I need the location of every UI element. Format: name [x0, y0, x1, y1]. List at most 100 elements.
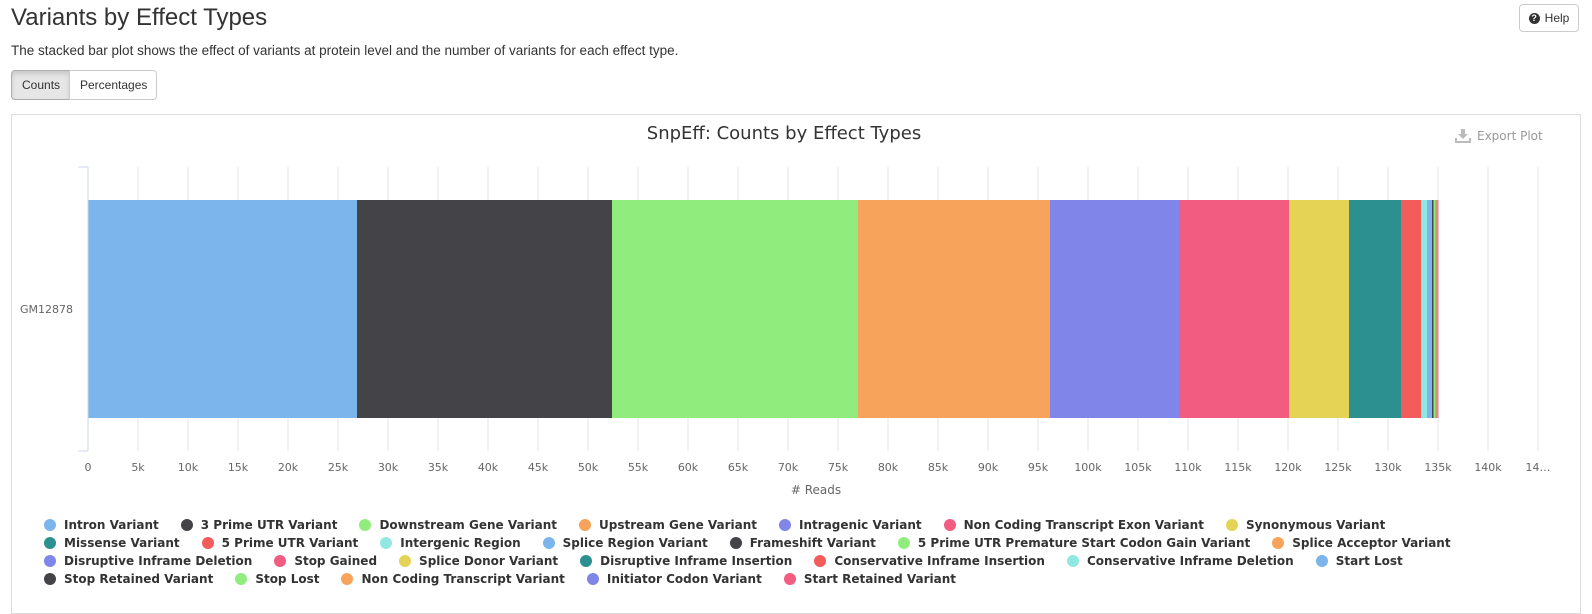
bar-segment[interactable]: [357, 200, 612, 418]
legend-swatch: [580, 554, 593, 567]
help-button[interactable]: ? Help: [1519, 4, 1579, 32]
download-icon: [1455, 129, 1471, 143]
export-plot-label: Export Plot: [1477, 129, 1543, 143]
legend-item[interactable]: 3 Prime UTR Variant: [180, 516, 337, 533]
legend-item[interactable]: Intergenic Region: [380, 534, 521, 551]
x-tick-label: 115k: [1224, 461, 1252, 474]
bar-segment[interactable]: [1435, 200, 1436, 418]
legend-swatch: [359, 518, 372, 531]
bar-segment[interactable]: [612, 200, 858, 418]
chart-legend: Intron Variant 3 Prime UTR Variant Downstr…: [44, 516, 1544, 587]
percentages-button[interactable]: Percentages: [69, 70, 157, 100]
legend-label: Intergenic Region: [400, 535, 521, 550]
legend-item[interactable]: Initiator Codon Variant: [586, 570, 762, 587]
bar-segment[interactable]: [1050, 200, 1179, 418]
legend-item[interactable]: Stop Lost: [235, 570, 319, 587]
x-tick-label: 30k: [378, 461, 399, 474]
x-tick-label: 95k: [1028, 461, 1049, 474]
legend-item[interactable]: Intragenic Variant: [779, 516, 922, 533]
axes: 0 5k 10k 15k 20k 25k 30k 35k 40k 45k 50k 55k 60k 65k 7…: [20, 166, 1551, 474]
x-tick-label: 55k: [628, 461, 649, 474]
legend-label: Stop Lost: [255, 571, 320, 586]
legend-item[interactable]: Downstream Gene Variant: [359, 516, 557, 533]
x-tick-label: 75k: [828, 461, 849, 474]
x-tick-label: 110k: [1174, 461, 1202, 474]
bar-segment[interactable]: [1432, 200, 1434, 418]
bar-segment[interactable]: [1421, 200, 1427, 418]
legend-label: Non Coding Transcript Variant: [361, 571, 565, 586]
bar-segment[interactable]: [858, 200, 1050, 418]
legend-label: Stop Retained Variant: [64, 571, 214, 586]
x-tick-label: 5k: [131, 461, 145, 474]
legend-item[interactable]: Non Coding Transcript Variant: [341, 570, 565, 587]
legend-item[interactable]: Splice Donor Variant: [399, 552, 558, 569]
legend-item[interactable]: Missense Variant: [44, 534, 180, 551]
page-title: Variants by Effect Types: [11, 4, 268, 31]
bar-segment[interactable]: [1349, 200, 1401, 418]
legend-item[interactable]: 5 Prime UTR Variant: [201, 534, 359, 551]
legend-item[interactable]: Synonymous Variant: [1225, 516, 1385, 533]
x-tick-label: 105k: [1124, 461, 1152, 474]
legend-item[interactable]: Upstream Gene Variant: [578, 516, 757, 533]
legend-item[interactable]: Frameshift Variant: [729, 534, 876, 551]
legend-label: Conservative Inframe Insertion: [834, 553, 1045, 568]
legend-swatch: [814, 554, 827, 567]
bar-segment[interactable]: [1436, 200, 1437, 418]
legend-item[interactable]: Stop Gained: [274, 552, 377, 569]
legend-item[interactable]: 5 Prime UTR Premature Start Codon Gain V…: [897, 534, 1251, 551]
x-tick-label: 15k: [228, 461, 249, 474]
bar-segment[interactable]: [88, 200, 357, 418]
legend-swatch: [783, 572, 796, 585]
counts-button[interactable]: Counts: [11, 70, 70, 100]
x-tick-label: 35k: [428, 461, 449, 474]
legend-swatch: [44, 536, 56, 549]
legend-item[interactable]: Disruptive Inframe Deletion: [44, 552, 252, 569]
legend-item[interactable]: Start Retained Variant: [783, 570, 956, 587]
page-description: The stacked bar plot shows the effect of…: [11, 43, 679, 58]
legend-label: 5 Prime UTR Variant: [221, 535, 359, 550]
legend-label: Disruptive Inframe Insertion: [600, 553, 793, 568]
legend-item[interactable]: Conservative Inframe Insertion: [814, 552, 1045, 569]
bar-segment[interactable]: [1435, 200, 1437, 418]
legend-item[interactable]: Conservative Inframe Deletion: [1066, 552, 1294, 569]
legend-item[interactable]: Non Coding Transcript Exon Variant: [943, 516, 1204, 533]
export-plot-button[interactable]: Export Plot: [1455, 129, 1543, 143]
x-tick-label: 70k: [778, 461, 799, 474]
legend-swatch: [235, 572, 248, 585]
bar-segment[interactable]: [1436, 200, 1437, 418]
bar-chart: 0 5k 10k 15k 20k 25k 30k 35k 40k 45k 50k 55k 60k 65k 7…: [20, 123, 1551, 497]
legend-item[interactable]: Stop Retained Variant: [44, 570, 213, 587]
x-tick-label: 80k: [878, 461, 899, 474]
x-tick-label: 85k: [928, 461, 949, 474]
x-tick-label: 65k: [728, 461, 749, 474]
bar-segment[interactable]: [1433, 200, 1436, 418]
legend-item[interactable]: Disruptive Inframe Insertion: [580, 552, 792, 569]
legend-swatch: [1315, 554, 1328, 567]
legend-label: Splice Region Variant: [562, 535, 708, 550]
bar-segment[interactable]: [1179, 200, 1289, 418]
legend-swatch: [180, 518, 193, 531]
legend-swatch: [729, 536, 742, 549]
x-tick-label: 0: [85, 461, 92, 474]
x-tick-label: 25k: [328, 461, 349, 474]
x-tick-label: 130k: [1374, 461, 1402, 474]
x-tick-label: 120k: [1274, 461, 1302, 474]
legend-label: Disruptive Inframe Deletion: [64, 553, 253, 568]
x-tick-label: 60k: [678, 461, 699, 474]
legend-label: 5 Prime UTR Premature Start Codon Gain V…: [917, 535, 1251, 550]
bar-segment[interactable]: [1427, 200, 1432, 418]
x-axis-label: # Reads: [791, 483, 841, 497]
legend-item[interactable]: Splice Region Variant: [542, 534, 708, 551]
legend-item[interactable]: Splice Acceptor Variant: [1272, 534, 1451, 551]
bar-segment[interactable]: [1437, 200, 1439, 418]
bar-segment[interactable]: [1289, 200, 1349, 418]
legend-swatch: [274, 554, 287, 567]
legend-item[interactable]: Intron Variant: [44, 516, 159, 533]
legend-swatch: [1066, 554, 1079, 567]
legend-swatch: [779, 518, 792, 531]
x-tick-label: 125k: [1324, 461, 1352, 474]
bar-segment[interactable]: [1401, 200, 1421, 418]
stacked-bars: [88, 200, 1439, 418]
legend-swatch: [1272, 536, 1285, 549]
legend-item[interactable]: Start Lost: [1315, 552, 1403, 569]
